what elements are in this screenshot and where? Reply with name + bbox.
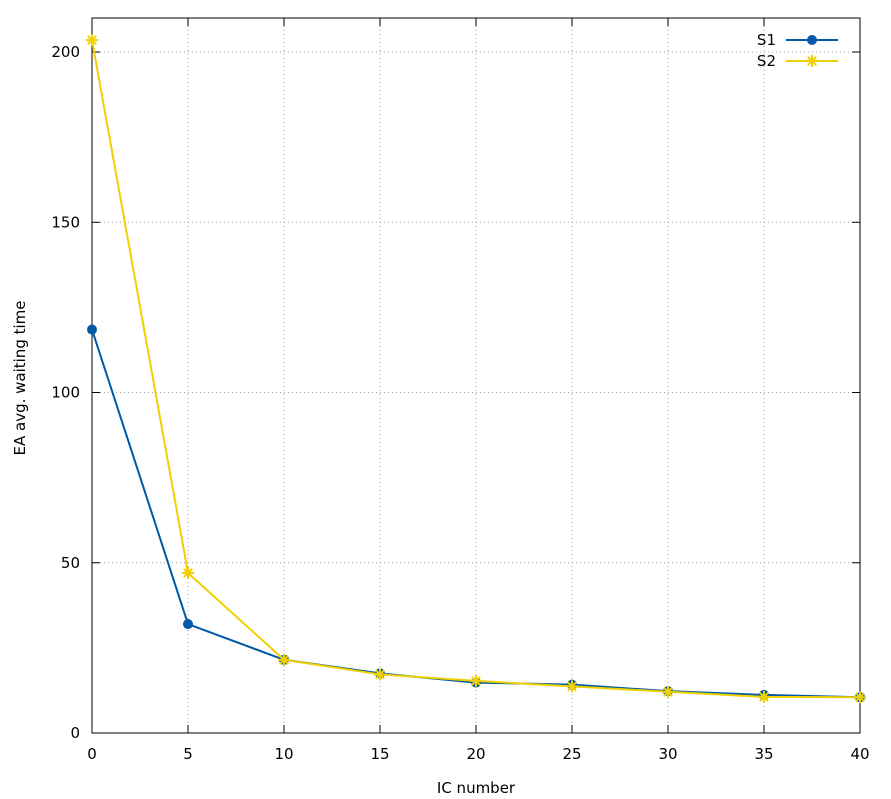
data-point bbox=[662, 685, 674, 698]
x-tick-label: 20 bbox=[466, 745, 485, 763]
data-point bbox=[470, 674, 482, 687]
x-tick-label: 10 bbox=[274, 745, 293, 763]
data-point bbox=[374, 668, 386, 681]
axis-ticks bbox=[91, 18, 861, 734]
x-tick-label: 30 bbox=[658, 745, 677, 763]
y-tick-label: 0 bbox=[70, 724, 80, 742]
data-point bbox=[278, 653, 290, 666]
data-point bbox=[758, 690, 770, 703]
legend-label: S1 bbox=[757, 31, 776, 49]
plot-frame bbox=[91, 17, 861, 734]
y-tick-label: 150 bbox=[51, 213, 80, 231]
x-axis-title: IC number bbox=[437, 779, 516, 797]
y-tick-label: 100 bbox=[51, 384, 80, 402]
y-tick-label: 50 bbox=[61, 554, 80, 572]
x-tick-label: 35 bbox=[754, 745, 773, 763]
x-tick-label: 40 bbox=[850, 745, 869, 763]
series-lines bbox=[86, 34, 866, 704]
data-point bbox=[86, 34, 98, 47]
y-axis-title: EA avg. waiting time bbox=[11, 301, 29, 456]
data-point bbox=[183, 619, 193, 630]
x-tick-label: 0 bbox=[87, 745, 97, 763]
x-tick-label: 15 bbox=[370, 745, 389, 763]
legend-marker bbox=[807, 35, 817, 45]
legend-item: S2 bbox=[757, 52, 838, 70]
series-s2 bbox=[86, 34, 866, 704]
data-point bbox=[854, 691, 866, 704]
x-tick-label: 5 bbox=[183, 745, 193, 763]
grid bbox=[92, 18, 860, 733]
legend-marker bbox=[806, 55, 818, 67]
y-tick-labels: 0 50 100 150 200 bbox=[51, 43, 80, 742]
data-point bbox=[87, 324, 97, 335]
x-tick-label: 25 bbox=[562, 745, 581, 763]
y-tick-label: 200 bbox=[51, 43, 80, 61]
x-tick-labels: 0 5 10 15 20 25 30 35 40 bbox=[87, 745, 869, 763]
legend-label: S2 bbox=[757, 52, 776, 70]
series-s1 bbox=[87, 324, 865, 703]
legend-item: S1 bbox=[757, 31, 838, 49]
data-point bbox=[566, 680, 578, 693]
data-point bbox=[182, 566, 194, 579]
